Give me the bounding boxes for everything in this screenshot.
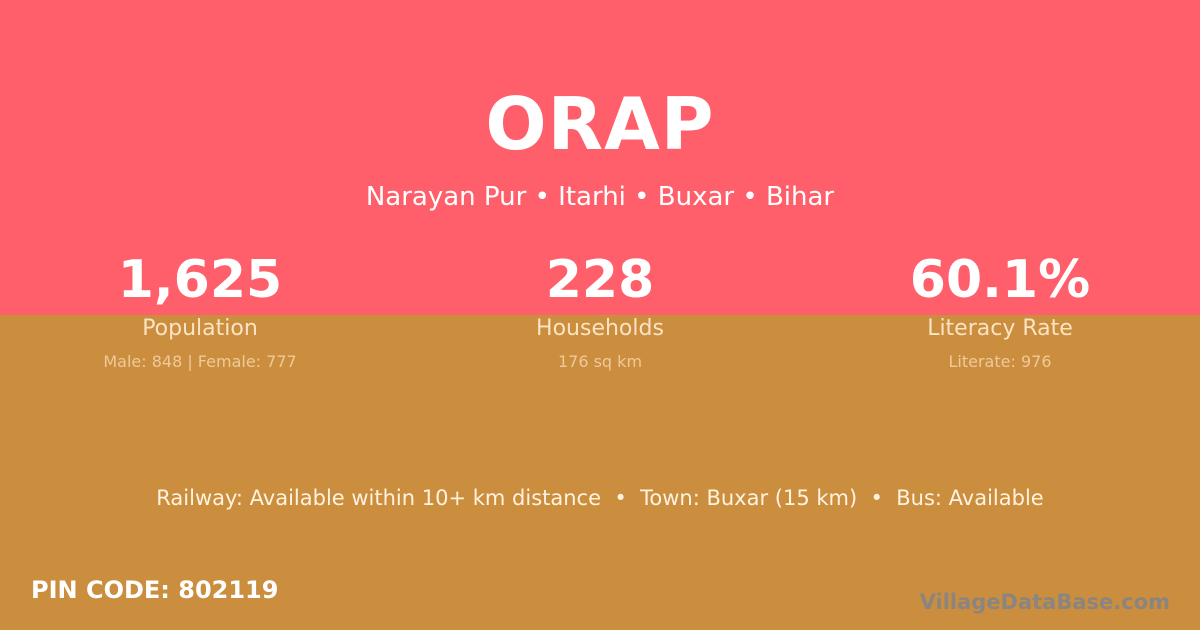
village-name: ORAP: [485, 82, 715, 166]
stat-literacy: 60.1% Literacy Rate Literate: 976: [800, 250, 1200, 371]
stat-value: 60.1%: [909, 250, 1091, 310]
stat-value: 228: [545, 250, 655, 310]
stat-detail: Male: 848 | Female: 777: [103, 352, 297, 371]
stat-label: Households: [536, 316, 664, 341]
stat-detail: Literate: 976: [948, 352, 1052, 371]
stat-value: 1,625: [117, 250, 283, 310]
header-band: [0, 0, 1200, 315]
watermark-logo: VillageDataBase.com: [919, 590, 1170, 614]
stat-households: 228 Households 176 sq km: [400, 250, 800, 371]
stat-label: Literacy Rate: [927, 316, 1073, 341]
stat-label: Population: [142, 316, 258, 341]
stat-detail: 176 sq km: [557, 352, 643, 371]
transport-info: Railway: Available within 10+ km distanc…: [156, 486, 1044, 510]
location-breadcrumb: Narayan Pur • Itarhi • Buxar • Bihar: [365, 182, 835, 212]
pin-code: PIN CODE: 802119: [31, 576, 279, 604]
stat-population: 1,625 Population Male: 848 | Female: 777: [0, 250, 400, 371]
